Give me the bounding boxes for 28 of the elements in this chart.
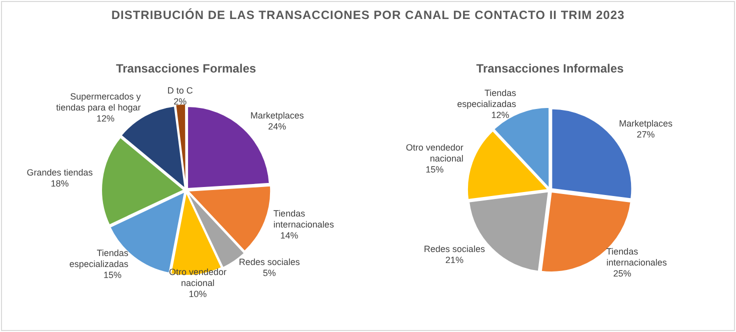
data-label: 18% bbox=[50, 178, 69, 188]
slice-label: Marketplaces bbox=[619, 118, 674, 128]
chart-title: Transacciones Informales bbox=[476, 62, 624, 76]
slice-label: Redes sociales bbox=[238, 256, 300, 267]
slice-label: Marketplaces bbox=[250, 110, 304, 121]
slice-label: D to C bbox=[167, 85, 194, 96]
data-label: 15% bbox=[104, 270, 122, 280]
data-label: 12% bbox=[96, 113, 114, 124]
slice-label: Supermercados y tiendas para el hogar bbox=[56, 91, 142, 112]
data-label: 24% bbox=[268, 122, 286, 132]
slice-label: Redes sociales bbox=[424, 244, 486, 254]
slice-label: Tiendas internacionales bbox=[273, 208, 334, 230]
data-label: 2% bbox=[174, 96, 187, 106]
data-label: 27% bbox=[636, 129, 655, 140]
data-label: 12% bbox=[491, 110, 510, 120]
slice-label: Otro vendedor nacional bbox=[406, 142, 464, 164]
text: DISTRIBUCIÓN DE LAS TRANSACCIONES POR CANAL DE CONTACTO II TRIM 2023 bbox=[110, 8, 626, 22]
data-label: 21% bbox=[445, 255, 464, 266]
slice-label: Grandes tiendas bbox=[26, 167, 94, 178]
data-label: 5% bbox=[262, 268, 276, 278]
data-label: 14% bbox=[280, 230, 298, 240]
data-label: 25% bbox=[613, 268, 632, 278]
data-label: 10% bbox=[188, 288, 207, 299]
data-label: 15% bbox=[426, 164, 444, 175]
slice-label: Tiendas especializadas bbox=[457, 88, 517, 110]
slice-label: Tiendas internacionales bbox=[606, 246, 668, 268]
slice-label: Tiendas especializadas bbox=[69, 248, 129, 269]
chart-title: Transacciones Formales bbox=[116, 62, 256, 76]
